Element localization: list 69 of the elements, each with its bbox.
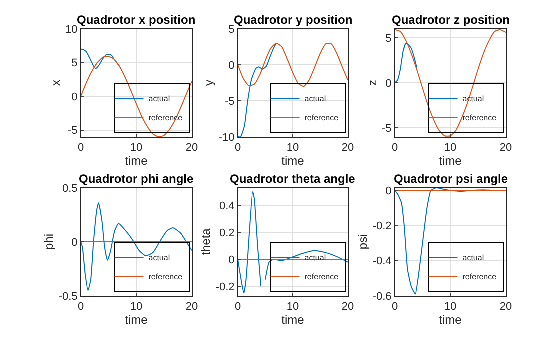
legend-label: actual (148, 94, 170, 104)
y-tick-label: 5 (228, 24, 235, 36)
legend-label: actual (462, 254, 484, 263)
y-axis-title: psi (356, 234, 370, 250)
x-tick-label: 20 (186, 142, 198, 154)
y-tick-label: 0.2 (220, 227, 235, 240)
x-tick-label: 10 (130, 142, 143, 154)
x-tick-label: 10 (444, 301, 457, 314)
y-axis-title: y (202, 80, 216, 86)
chart-title: Quadrotor z position (392, 13, 510, 27)
x-tick-label: 10 (130, 301, 143, 314)
y-tick-label: -0.2 (216, 281, 235, 294)
y-tick-label: 10 (66, 24, 78, 36)
y-axis-title: z (365, 80, 380, 86)
y-tick-label: -0.2 (372, 220, 392, 233)
y-axis-title: phi (42, 234, 56, 250)
legend-label: reference (148, 272, 184, 282)
y-tick-label: -0.6 (372, 290, 392, 303)
x-axis-title: time (439, 154, 462, 168)
y-tick-label: -10 (218, 132, 235, 144)
x-tick-label: 10 (286, 142, 300, 154)
x-tick-label: 10 (286, 301, 300, 314)
chart-title: Quadrotor phi angle (79, 172, 194, 186)
line-series (238, 42, 277, 137)
y-tick-label: -5 (382, 122, 392, 135)
y-tick-label: 0 (228, 254, 235, 266)
y-tick-label: -5 (68, 125, 78, 138)
chart-title: Quadrotor y position (234, 13, 353, 27)
line-series (81, 202, 192, 292)
line-series (238, 42, 348, 88)
x-axis-title: time (439, 313, 462, 328)
y-tick-label: 0 (386, 78, 392, 90)
x-tick-label: 20 (500, 142, 512, 154)
y-axis-title: x (48, 80, 63, 86)
line-series (395, 42, 418, 84)
line-series (395, 188, 506, 295)
line-series (81, 56, 192, 137)
chart-title: Quadrotor theta angle (230, 172, 356, 186)
legend-label: reference (462, 114, 498, 123)
y-axis-title: theta (199, 228, 214, 256)
x-tick-label: 20 (342, 142, 354, 154)
chart-title: Quadrotor x position (77, 13, 196, 27)
y-tick-label: 0.4 (220, 200, 235, 212)
x-axis-title: time (282, 313, 305, 328)
y-tick-label: 0 (72, 236, 78, 249)
line-series (81, 48, 120, 70)
x-tick-label: 20 (186, 301, 198, 314)
legend-label: actual (304, 94, 326, 104)
chart-title: Quadrotor psi angle (394, 172, 508, 186)
y-tick-label: 0 (72, 91, 78, 104)
legend-label: reference (462, 272, 498, 282)
x-axis-title: time (282, 154, 305, 168)
y-tick-label: 0.5 (62, 182, 78, 195)
legend-label: actual (148, 254, 170, 263)
x-tick-label: 20 (342, 301, 354, 314)
line-series (395, 29, 506, 137)
x-tick-label: 20 (500, 301, 512, 314)
x-tick-label: 10 (444, 142, 457, 154)
y-tick-label: 5 (72, 58, 78, 70)
y-tick-label: 0 (386, 185, 392, 198)
x-axis-title: time (125, 154, 148, 168)
y-tick-label: -5 (225, 96, 235, 108)
y-tick-label: 5 (386, 32, 392, 45)
legend-label: reference (304, 114, 340, 123)
y-tick-label: 0 (228, 60, 235, 72)
y-tick-label: -0.4 (372, 256, 392, 268)
y-tick-label: -0.5 (58, 290, 78, 303)
x-axis-title: time (125, 313, 148, 328)
legend-label: reference (304, 272, 340, 282)
